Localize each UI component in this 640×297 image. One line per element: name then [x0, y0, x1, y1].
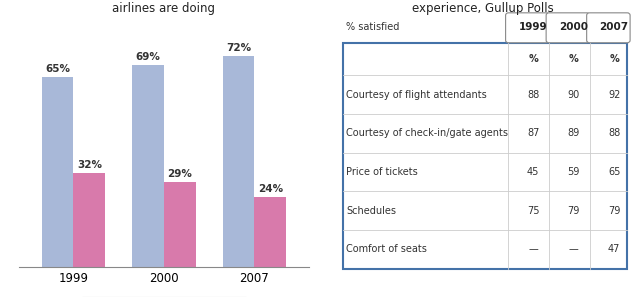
Text: 72%: 72%	[226, 43, 251, 53]
Text: 47: 47	[608, 244, 620, 254]
FancyBboxPatch shape	[546, 13, 589, 43]
Text: 65: 65	[608, 167, 620, 177]
Text: 69%: 69%	[136, 52, 161, 62]
Text: 59: 59	[568, 167, 580, 177]
Text: 89: 89	[568, 128, 580, 138]
Text: 79: 79	[608, 206, 620, 216]
Text: Courtesy of check-in/gate agents: Courtesy of check-in/gate agents	[346, 128, 508, 138]
Bar	[223, 56, 255, 267]
Text: 88: 88	[608, 128, 620, 138]
Text: 65%: 65%	[45, 64, 70, 74]
Text: %: %	[528, 54, 538, 64]
Text: —: —	[569, 244, 579, 254]
Text: 92: 92	[608, 89, 620, 99]
Text: 2007: 2007	[600, 22, 628, 31]
Title: Satisfaction with the job the nation's major
airlines are doing: Satisfaction with the job the nation's m…	[36, 0, 292, 15]
Text: Schedules: Schedules	[346, 206, 396, 216]
Text: 32%: 32%	[77, 160, 102, 170]
Text: %: %	[609, 54, 619, 64]
Text: 75: 75	[527, 206, 540, 216]
Text: Courtesy of flight attendants: Courtesy of flight attendants	[346, 89, 487, 99]
Text: 24%: 24%	[258, 184, 283, 194]
Text: 87: 87	[527, 128, 540, 138]
Text: Comfort of seats: Comfort of seats	[346, 244, 428, 254]
Text: 79: 79	[568, 206, 580, 216]
Text: 2000: 2000	[559, 22, 588, 31]
Text: 90: 90	[568, 89, 580, 99]
Bar	[164, 182, 196, 267]
FancyBboxPatch shape	[506, 13, 549, 43]
Text: —: —	[528, 244, 538, 254]
Text: % satisfied: % satisfied	[346, 22, 400, 31]
Text: 45: 45	[527, 167, 540, 177]
Bar	[132, 65, 164, 267]
Text: 1999: 1999	[519, 22, 547, 31]
Bar	[42, 77, 74, 267]
Text: 29%: 29%	[167, 169, 192, 179]
Text: %: %	[569, 54, 579, 64]
Title: Satisfaction with specific aspects of the flying
experience, Gullup Polls: Satisfaction with specific aspects of th…	[347, 0, 618, 15]
Bar	[74, 173, 105, 267]
Text: 88: 88	[527, 89, 540, 99]
Text: Price of tickets: Price of tickets	[346, 167, 418, 177]
FancyBboxPatch shape	[587, 13, 630, 43]
Bar	[255, 197, 286, 267]
